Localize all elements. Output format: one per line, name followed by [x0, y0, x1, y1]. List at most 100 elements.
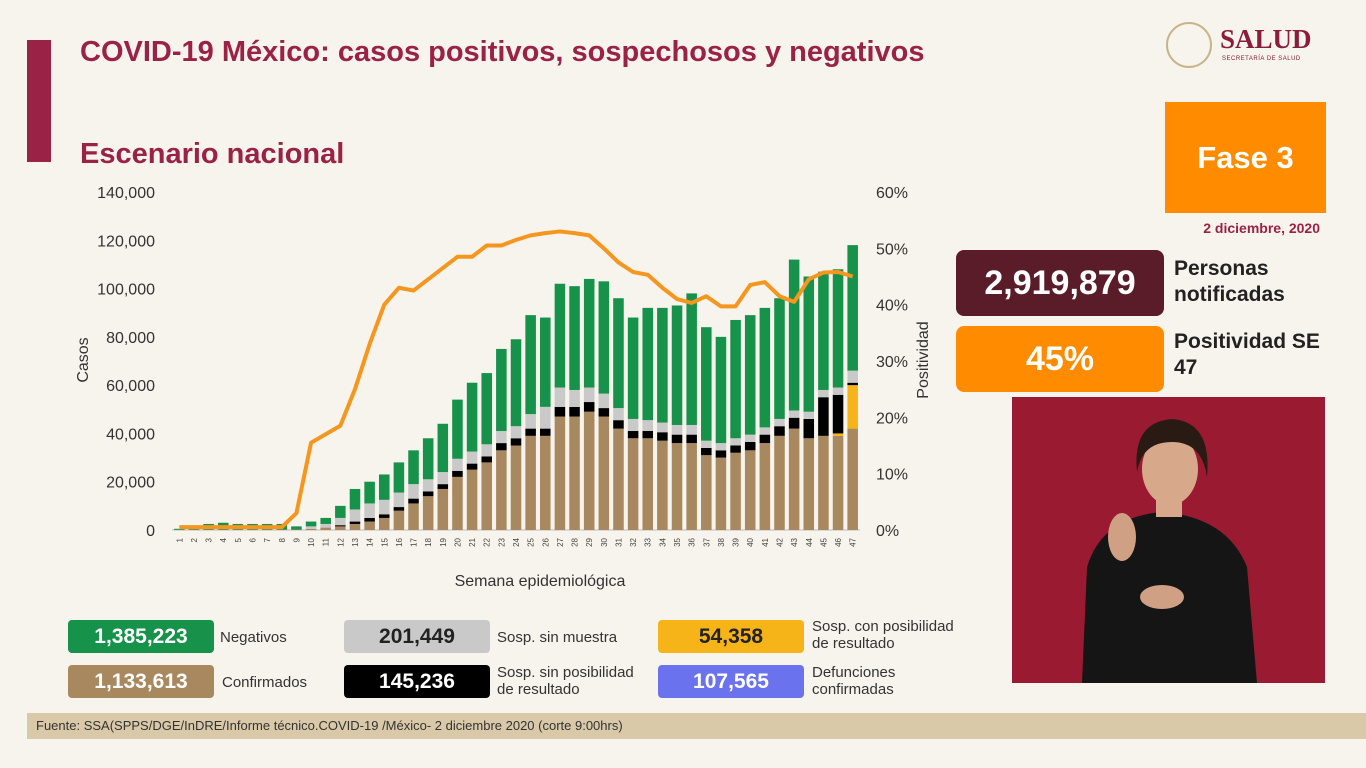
x-tick-label: 12: [336, 537, 345, 546]
x-tick-label: 33: [644, 537, 653, 546]
bar-segment: [686, 434, 697, 444]
bar-segment: [818, 397, 829, 436]
legend-total: 1,385,223: [68, 620, 214, 653]
bar-segment: [525, 315, 536, 415]
bar-segment: [715, 457, 727, 530]
bar-segment: [540, 406, 551, 429]
bar-segment: [540, 435, 551, 530]
x-tick-label: 31: [614, 537, 623, 546]
bar-segment: [525, 414, 536, 429]
bar-segment: [554, 416, 566, 530]
x-tick-label: 16: [395, 537, 404, 546]
positivity-label: Positividad SE 47: [1174, 330, 1320, 379]
bar-segment: [832, 387, 844, 395]
x-tick-label: 23: [497, 537, 506, 546]
bar-segment: [305, 526, 317, 529]
y2-tick-label: 0%: [876, 523, 899, 540]
bar-segment: [788, 259, 800, 411]
bar-segment: [832, 435, 844, 530]
bar-segment: [393, 510, 405, 530]
bar-segment: [291, 526, 302, 530]
bar-segment: [847, 385, 858, 429]
x-tick-label: 41: [761, 537, 770, 546]
legend-label: Confirmados: [222, 674, 308, 691]
brand: SALUD: [1220, 24, 1312, 54]
legend-label: Sosp. sin posibilidad de resultado: [497, 664, 634, 698]
bar-segment: [759, 307, 771, 428]
x-tick-label: 21: [468, 537, 477, 546]
bar-segment: [744, 441, 756, 451]
bar-segment: [598, 408, 610, 417]
bar-segment: [422, 438, 434, 480]
bar-segment: [510, 426, 522, 439]
x-tick-label: 43: [790, 537, 799, 546]
legend-label: Negativos: [220, 629, 287, 646]
bar-segment: [715, 336, 727, 444]
x-tick-label: 44: [805, 537, 814, 546]
deaths-label: Defunciones confirmadas: [812, 664, 896, 698]
x-tick-label: 25: [527, 537, 536, 546]
bar-segment: [818, 435, 829, 530]
bar-segment: [847, 428, 858, 530]
bar-segment: [730, 452, 741, 530]
bar-segment: [466, 451, 478, 464]
legend-total: 54,358: [658, 620, 804, 653]
bar-segment: [657, 307, 668, 423]
bar-segment: [335, 525, 346, 527]
interpreter-video: [1012, 397, 1325, 683]
bar-segment: [569, 389, 580, 407]
bar-segment: [481, 373, 492, 445]
y-tick-label: 20,000: [106, 475, 155, 492]
legend-label: Sosp. con posibilidad de resultado: [812, 618, 954, 652]
phase-box: Fase 3: [1165, 102, 1326, 213]
x-tick-label: 42: [775, 537, 784, 546]
x-tick-label: 24: [512, 537, 521, 546]
bar-segment: [452, 399, 463, 459]
x-tick-label: 18: [424, 537, 433, 546]
x-tick-label: 30: [600, 537, 609, 546]
y-tick-label: 60,000: [106, 378, 155, 395]
x-tick-label: 26: [541, 537, 550, 546]
bar-segment: [774, 418, 785, 427]
bar-segment: [657, 440, 668, 530]
bar-segment: [305, 528, 317, 530]
positivity-value: 45%: [956, 326, 1164, 392]
x-tick-label: 40: [746, 537, 755, 546]
bar-segment: [452, 458, 463, 471]
bar-segment: [349, 488, 361, 510]
bar-segment: [335, 505, 346, 518]
y2-tick-label: 30%: [876, 354, 908, 371]
bar-segment: [715, 443, 727, 451]
bar-segment: [657, 432, 668, 441]
y-tick-label: 40,000: [106, 426, 155, 443]
bar-segment: [349, 523, 361, 530]
bar-segment: [788, 410, 800, 418]
x-tick-label: 27: [556, 537, 565, 546]
bar-segment: [759, 443, 771, 530]
bar-segment: [701, 455, 712, 530]
bar-segment: [408, 450, 419, 485]
bar-segment: [847, 245, 858, 371]
x-tick-label: 7: [263, 537, 272, 542]
x-tick-label: 22: [483, 537, 492, 546]
bar-segment: [642, 438, 654, 530]
x-tick-label: 14: [366, 537, 375, 546]
x-tick-label: 10: [307, 537, 316, 546]
y2-axis-title: Positividad: [915, 321, 932, 398]
bar-segment: [583, 278, 595, 388]
x-tick-label: 39: [732, 537, 741, 546]
bar-segment: [671, 443, 683, 530]
bar-segment: [613, 420, 624, 429]
bar-segment: [657, 422, 668, 433]
bar-segment: [774, 298, 785, 419]
bar-segment: [437, 472, 449, 485]
x-tick-label: 5: [234, 537, 243, 542]
bar-segment: [540, 317, 551, 407]
x-tick-label: 2: [190, 537, 199, 542]
bar-segment: [378, 514, 390, 518]
bar-segment: [613, 428, 624, 530]
x-tick-label: 19: [439, 537, 448, 546]
x-axis-title: Semana epidemiológica: [455, 573, 626, 590]
x-tick-label: 15: [380, 537, 389, 546]
